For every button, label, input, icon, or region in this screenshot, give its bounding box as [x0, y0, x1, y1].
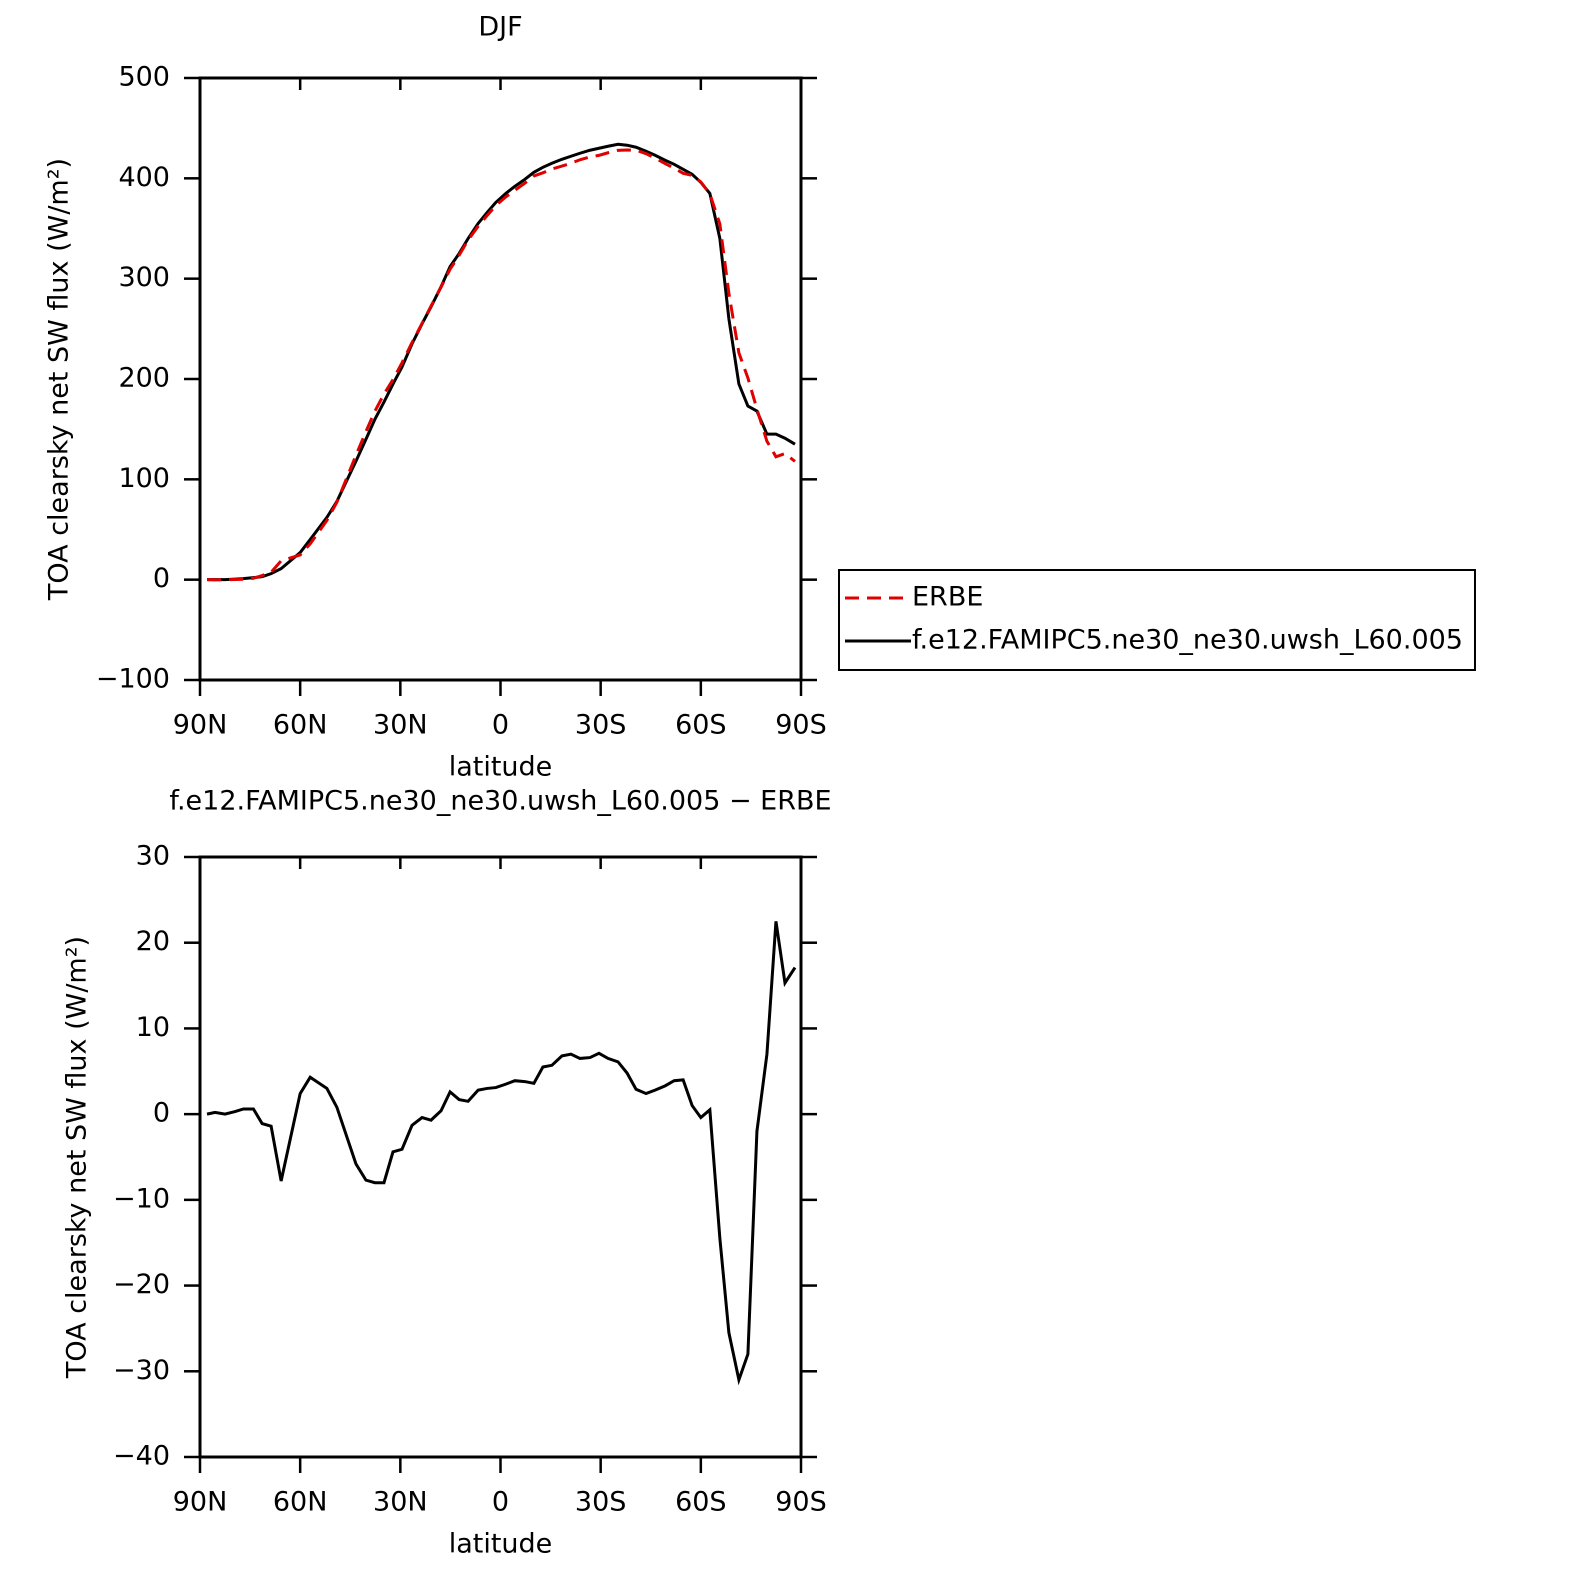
x-tick-label: 0 [492, 1487, 509, 1518]
x-tick-label: 90N [173, 1487, 228, 1518]
y-tick-label: 200 [118, 363, 170, 394]
plot-frame [198, 855, 803, 1459]
legend-label: ERBE [912, 582, 983, 613]
y-tick-label: 0 [153, 563, 170, 594]
legend-label: f.e12.FAMIPC5.ne30_ne30.uwsh_L60.005 [912, 625, 1463, 656]
x-tick-label: 30S [575, 1487, 627, 1518]
x-tick-label: 30S [575, 710, 627, 741]
x-tick-label: 60S [675, 1487, 727, 1518]
x-tick-label: 90S [775, 710, 827, 741]
series-line [206, 921, 797, 1386]
x-tick-label: 90S [775, 1487, 827, 1518]
y-tick-label: −10 [113, 1183, 170, 1214]
y-tick-label: 400 [118, 162, 170, 193]
y-tick-label: −40 [113, 1441, 170, 1472]
y-tick-label: 500 [118, 62, 170, 93]
series-line [207, 142, 796, 582]
y-tick-label: −20 [113, 1269, 170, 1300]
plot-frame [198, 76, 803, 682]
y-tick-label: 0 [153, 1098, 170, 1129]
x-tick-label: 30N [373, 710, 428, 741]
x-tick-label: 60N [273, 1487, 328, 1518]
y-tick-label: 300 [118, 262, 170, 293]
x-tick-label: 30N [373, 1487, 428, 1518]
y-axis-label: TOA clearsky net SW flux (W/m²) [44, 158, 75, 601]
series-line [206, 148, 796, 582]
y-axis-label: TOA clearsky net SW flux (W/m²) [62, 936, 93, 1379]
x-tick-label: 90N [173, 710, 228, 741]
y-tick-label: 30 [136, 841, 170, 872]
x-axis-label: latitude [449, 752, 553, 783]
y-tick-label: −30 [113, 1355, 170, 1386]
chart-title: DJF [478, 12, 522, 43]
x-axis-label: latitude [449, 1529, 553, 1560]
x-tick-label: 60S [675, 710, 727, 741]
y-tick-label: 10 [136, 1012, 170, 1043]
chart-title: f.e12.FAMIPC5.ne30_ne30.uwsh_L60.005 − E… [169, 786, 831, 817]
x-tick-label: 0 [492, 710, 509, 741]
y-tick-label: −100 [96, 664, 170, 695]
y-tick-label: 100 [118, 463, 170, 494]
x-tick-label: 60N [273, 710, 328, 741]
legend-box [838, 569, 1476, 671]
y-tick-label: 20 [136, 926, 170, 957]
